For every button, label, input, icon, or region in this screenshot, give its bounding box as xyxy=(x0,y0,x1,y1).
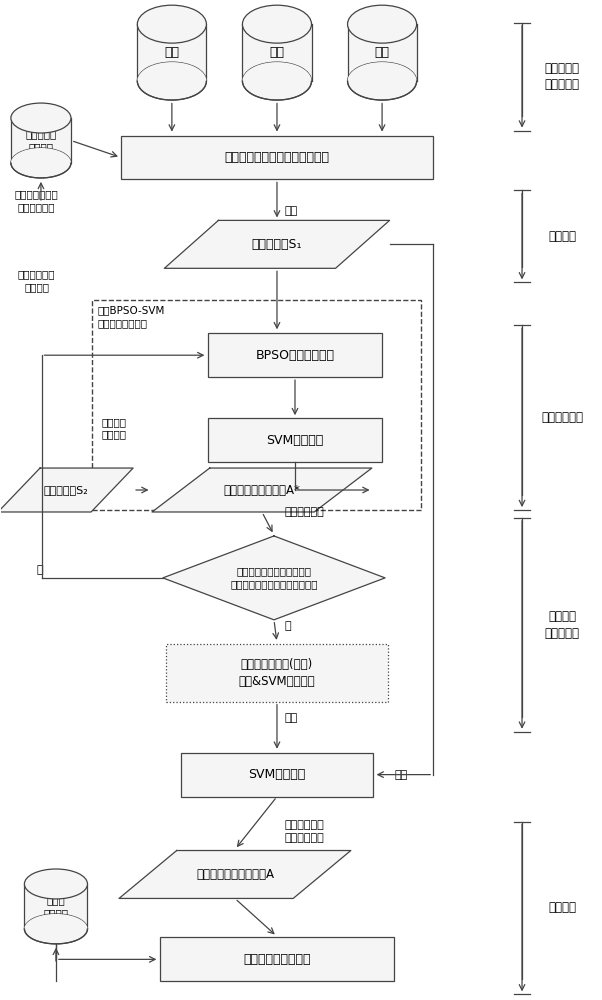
Text: 基于特征子集所预测的最优
调度策略的正确率是否优于全集: 基于特征子集所预测的最优 调度策略的正确率是否优于全集 xyxy=(230,566,318,589)
Text: 调度
规则
集合: 调度 规则 集合 xyxy=(164,30,179,76)
Ellipse shape xyxy=(25,914,87,944)
Text: 是: 是 xyxy=(284,621,291,631)
Polygon shape xyxy=(152,468,372,512)
Text: 仿真: 仿真 xyxy=(284,206,297,216)
Text: 生产线历史
状态数据: 生产线历史 状态数据 xyxy=(25,129,57,152)
Text: 挖掘结果
解释和评估: 挖掘结果 解释和评估 xyxy=(545,610,580,640)
Text: 优化的生产属性(特征)
子集&SVM训练参数: 优化的生产属性(特征) 子集&SVM训练参数 xyxy=(238,658,315,688)
Ellipse shape xyxy=(25,869,87,899)
Text: 训练: 训练 xyxy=(394,770,408,780)
Polygon shape xyxy=(11,148,71,163)
Text: 生产
属性
集合: 生产 属性 集合 xyxy=(270,30,285,76)
Text: 评估分类结果: 评估分类结果 xyxy=(284,507,324,517)
FancyBboxPatch shape xyxy=(208,333,382,377)
Ellipse shape xyxy=(347,5,417,43)
Text: 任务实施: 任务实施 xyxy=(548,901,576,914)
Text: 调整生产线历史
状态数据输入: 调整生产线历史 状态数据输入 xyxy=(15,189,58,212)
Polygon shape xyxy=(25,914,87,929)
Polygon shape xyxy=(11,118,71,163)
Text: 生产线
实时数据: 生产线 实时数据 xyxy=(43,895,69,918)
FancyBboxPatch shape xyxy=(166,644,388,702)
Polygon shape xyxy=(243,62,311,81)
Polygon shape xyxy=(119,851,351,898)
Text: BPSO特征选择算法: BPSO特征选择算法 xyxy=(255,349,335,362)
Polygon shape xyxy=(25,884,87,929)
Polygon shape xyxy=(0,468,133,512)
FancyBboxPatch shape xyxy=(208,418,382,462)
Text: 复杂制造系统生产调度仿真平台: 复杂制造系统生产调度仿真平台 xyxy=(225,151,329,164)
Polygon shape xyxy=(243,24,311,81)
Ellipse shape xyxy=(347,62,417,100)
Text: 获取调度策略
进而指导生产: 获取调度策略 进而指导生产 xyxy=(284,820,324,843)
Text: 测试样本集S₂: 测试样本集S₂ xyxy=(43,485,88,495)
Text: 性能
指标
集合: 性能 指标 集合 xyxy=(374,30,389,76)
FancyBboxPatch shape xyxy=(160,937,394,981)
Polygon shape xyxy=(243,24,311,81)
Ellipse shape xyxy=(243,62,311,100)
Text: SVM分类算法: SVM分类算法 xyxy=(249,768,306,781)
Text: 调度策略
预测精度: 调度策略 预测精度 xyxy=(102,417,126,440)
Text: 数据挖掘算法: 数据挖掘算法 xyxy=(541,411,583,424)
Ellipse shape xyxy=(137,5,206,43)
Text: 动态调度规则分类器A*: 动态调度规则分类器A* xyxy=(223,484,300,497)
Text: 训练样本集S₁: 训练样本集S₁ xyxy=(252,238,302,251)
Polygon shape xyxy=(347,24,417,81)
Polygon shape xyxy=(25,884,87,929)
FancyBboxPatch shape xyxy=(181,753,373,797)
Polygon shape xyxy=(137,24,206,81)
Polygon shape xyxy=(347,62,417,81)
Polygon shape xyxy=(164,220,389,268)
Polygon shape xyxy=(347,24,417,81)
Polygon shape xyxy=(163,536,385,620)
Text: 动态调度规则分类模型A: 动态调度规则分类模型A xyxy=(196,868,274,881)
Ellipse shape xyxy=(137,62,206,100)
Text: 基于BPSO-SVM
的特征选择与分类: 基于BPSO-SVM 的特征选择与分类 xyxy=(98,305,166,328)
Text: 数据转化: 数据转化 xyxy=(548,230,576,243)
Text: 数据选择与
数据预处理: 数据选择与 数据预处理 xyxy=(545,62,580,91)
Text: 改进训练参数
变化范围: 改进训练参数 变化范围 xyxy=(18,269,55,292)
Polygon shape xyxy=(137,24,206,81)
FancyBboxPatch shape xyxy=(121,136,433,179)
Ellipse shape xyxy=(243,5,311,43)
Ellipse shape xyxy=(11,103,71,133)
Polygon shape xyxy=(137,62,206,81)
Text: 输入: 输入 xyxy=(284,713,297,723)
Polygon shape xyxy=(11,118,71,163)
Text: SVM分类算法: SVM分类算法 xyxy=(266,434,324,447)
Text: 复杂制造系统生产线: 复杂制造系统生产线 xyxy=(243,953,311,966)
Ellipse shape xyxy=(11,148,71,178)
Text: 否: 否 xyxy=(36,565,43,575)
